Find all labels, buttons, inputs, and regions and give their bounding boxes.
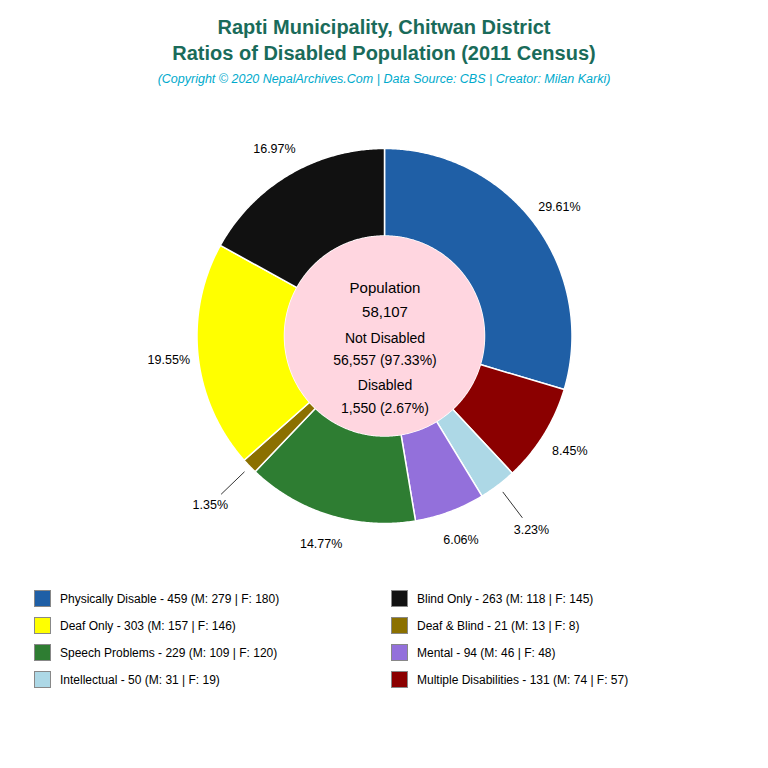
html-text:Deaf Only - 303 (M: 157 | F: 1: Deaf Only - 303 (M: 157 | F: 146) bbox=[60, 618, 236, 633]
html-text:Intellectual - 50 (M: 31 | F:: Intellectual - 50 (M: 31 | F: 19) bbox=[60, 672, 220, 687]
svg-text:58,107: 58,107 bbox=[362, 303, 408, 320]
html-text:(Copyright © 2020 NepalArchive: (Copyright © 2020 NepalArchives.Com | Da… bbox=[157, 72, 611, 86]
html-text:Multiple Disabilities - 131 (M: Multiple Disabilities - 131 (M: 74 | F: … bbox=[417, 672, 629, 687]
html-text:Mental - 94 (M: 46 | F: 48): Mental - 94 (M: 46 | F: 48) bbox=[417, 645, 556, 660]
svg-text:Disabled: Disabled bbox=[357, 377, 411, 393]
html-text:Ratios of Disabled Population: Ratios of Disabled Population (2011 Cens… bbox=[172, 42, 596, 64]
html-text:Physically Disable - 459 (M: 2: Physically Disable - 459 (M: 279 | F: 18… bbox=[60, 591, 280, 606]
html-text:Rapti Municipality, Chitwan Di: Rapti Municipality, Chitwan District bbox=[217, 16, 551, 38]
svg-text:16.97%: 16.97% bbox=[253, 142, 295, 156]
svg-text:3.23%: 3.23% bbox=[513, 523, 548, 537]
svg-text:1,550 (2.67%): 1,550 (2.67%) bbox=[341, 400, 429, 416]
html-text:Deaf & Blind - 21 (M: 13 | F:: Deaf & Blind - 21 (M: 13 | F: 8) bbox=[417, 618, 580, 633]
html-text:Speech Problems - 229 (M: 109: Speech Problems - 229 (M: 109 | F: 120) bbox=[60, 645, 278, 660]
html-text:Blind Only - 263 (M: 118 | F:: Blind Only - 263 (M: 118 | F: 145) bbox=[417, 591, 594, 606]
svg-text:8.45%: 8.45% bbox=[552, 444, 587, 458]
svg-text:Not Disabled: Not Disabled bbox=[344, 330, 424, 346]
svg-text:6.06%: 6.06% bbox=[443, 533, 478, 547]
svg-text:19.55%: 19.55% bbox=[147, 353, 189, 367]
svg-text:14.77%: 14.77% bbox=[299, 537, 341, 551]
svg-text:Population: Population bbox=[349, 279, 420, 296]
svg-text:29.61%: 29.61% bbox=[538, 200, 580, 214]
svg-text:1.35%: 1.35% bbox=[192, 498, 227, 512]
svg-text:56,557 (97.33%): 56,557 (97.33%) bbox=[333, 352, 437, 368]
